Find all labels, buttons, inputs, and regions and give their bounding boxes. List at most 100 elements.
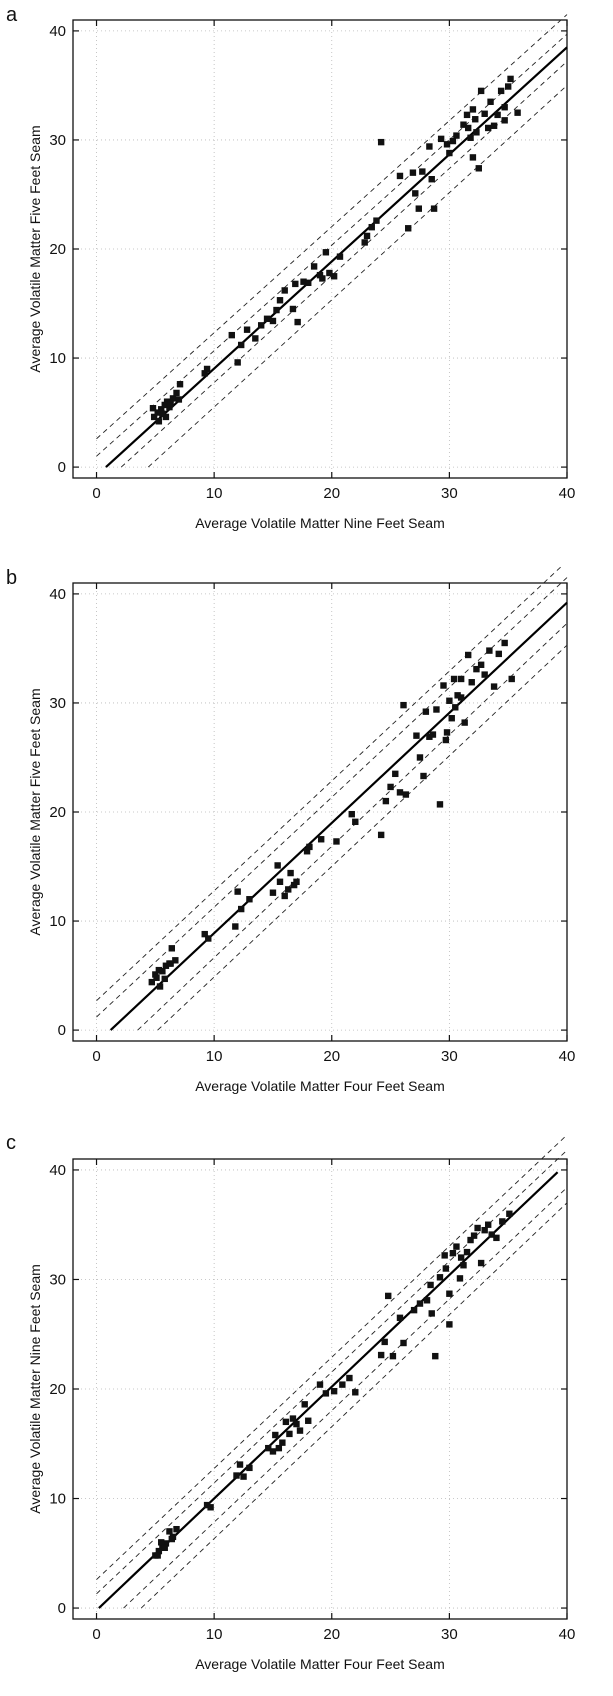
y-tick-label: 30 <box>49 695 66 712</box>
data-point <box>415 205 422 212</box>
data-point <box>430 205 438 212</box>
x-tick-label: 30 <box>441 1048 458 1065</box>
y-tick-label: 20 <box>49 1381 66 1398</box>
data-point <box>437 135 445 143</box>
data-point <box>481 110 488 117</box>
x-tick-label: 30 <box>441 485 458 502</box>
data-point <box>484 1221 492 1228</box>
data-point <box>400 701 407 709</box>
data-point <box>294 318 301 326</box>
data-point <box>352 818 359 826</box>
data-point <box>396 172 404 180</box>
data-point <box>477 661 485 668</box>
band-line <box>140 1202 568 1609</box>
data-point <box>207 1504 214 1511</box>
data-point <box>158 1539 165 1546</box>
data-point <box>161 975 168 983</box>
data-point <box>300 278 307 285</box>
data-point <box>282 1418 290 1426</box>
data-point <box>453 132 460 139</box>
data-point <box>469 154 477 161</box>
data-point <box>440 682 447 689</box>
x-tick-label: 40 <box>559 1626 576 1643</box>
band-line <box>123 1187 568 1609</box>
data-point <box>167 400 174 408</box>
data-point <box>416 1300 424 1307</box>
data-point <box>273 306 280 314</box>
data-point <box>296 1427 304 1434</box>
data-point <box>162 1540 170 1547</box>
band-line <box>157 644 568 1031</box>
data-point <box>477 87 485 95</box>
data-point <box>172 957 179 964</box>
data-point <box>392 770 399 778</box>
data-point <box>472 116 479 123</box>
data-point <box>272 1431 279 1439</box>
panel-c-label: c <box>6 1132 16 1154</box>
data-point <box>289 305 297 313</box>
data-point <box>330 1387 338 1395</box>
data-point <box>456 1275 464 1282</box>
data-point <box>450 675 458 683</box>
data-point <box>326 269 333 277</box>
data-point <box>154 409 161 416</box>
y-tick-label: 30 <box>49 1271 66 1288</box>
x-axis-label: Average Volatile Matter Nine Feet Seam <box>195 515 445 531</box>
data-point <box>153 974 160 981</box>
data-point <box>494 111 501 119</box>
data-point <box>377 831 385 839</box>
data-point <box>389 1352 397 1360</box>
data-point <box>166 403 173 411</box>
data-point <box>161 1544 168 1552</box>
data-point <box>405 225 412 232</box>
data-point <box>368 223 375 231</box>
y-tick-label: 0 <box>58 459 66 476</box>
data-point <box>469 106 477 113</box>
data-point <box>281 287 288 294</box>
data-point <box>363 232 371 240</box>
data-point <box>441 1252 448 1259</box>
data-point <box>436 1274 444 1281</box>
data-point <box>322 249 330 256</box>
data-point <box>493 1234 500 1242</box>
data-point <box>409 169 417 176</box>
data-point <box>330 273 338 280</box>
data-point <box>465 651 472 659</box>
y-tick-label: 10 <box>49 1491 66 1508</box>
data-point <box>152 971 159 978</box>
data-point <box>333 838 340 845</box>
data-point <box>449 137 457 145</box>
data-point <box>155 966 163 974</box>
data-point <box>501 117 508 124</box>
y-axis-label: Average Volatile Matter Nine Feet Seam <box>27 1264 43 1514</box>
data-point <box>316 1381 324 1388</box>
data-point <box>286 1430 293 1438</box>
panel-a-label: a <box>6 4 18 26</box>
data-point <box>205 935 212 942</box>
data-point <box>446 1290 453 1297</box>
data-point <box>163 398 171 405</box>
x-tick-label: 0 <box>92 485 100 502</box>
data-point <box>290 881 298 889</box>
data-point <box>467 134 474 141</box>
data-point <box>446 1321 453 1328</box>
data-point <box>155 418 163 425</box>
data-point <box>501 104 508 111</box>
data-point <box>269 1448 277 1455</box>
chart-b: 0 10 20 30 40 0 10 20 30 40 Average Volatile Matte… <box>27 565 575 1094</box>
data-point <box>501 639 508 647</box>
data-point <box>507 75 514 83</box>
data-point <box>488 1231 495 1238</box>
data-point <box>319 275 326 282</box>
band-line <box>96 1134 568 1580</box>
data-point <box>173 1525 180 1533</box>
data-point <box>240 1473 247 1480</box>
data-point <box>279 1439 286 1446</box>
x-tick-label: 40 <box>559 485 576 502</box>
data-point <box>410 1306 418 1314</box>
data-point <box>265 1444 272 1452</box>
data-point <box>473 129 480 136</box>
y-axis-label: Average Volatile Matter Five Feet Seam <box>27 688 43 935</box>
data-point <box>463 1248 471 1256</box>
data-point <box>449 1249 457 1257</box>
